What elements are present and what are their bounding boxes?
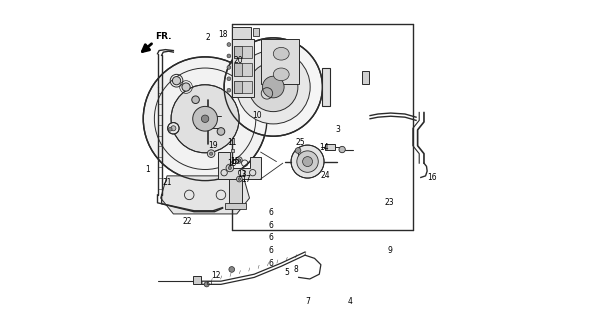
Bar — [233, 63, 252, 76]
Bar — [233, 46, 242, 59]
Bar — [231, 149, 234, 152]
Circle shape — [224, 38, 323, 136]
Bar — [233, 81, 252, 93]
Circle shape — [249, 62, 298, 112]
Circle shape — [236, 176, 242, 182]
Circle shape — [168, 123, 179, 134]
Bar — [232, 39, 254, 97]
Text: 11: 11 — [228, 138, 237, 147]
Text: 6: 6 — [268, 233, 274, 242]
Circle shape — [227, 77, 231, 81]
Circle shape — [339, 146, 345, 153]
Ellipse shape — [273, 68, 289, 81]
Circle shape — [295, 148, 301, 153]
Circle shape — [173, 76, 181, 85]
Circle shape — [291, 145, 324, 178]
Circle shape — [191, 96, 199, 104]
Text: 14: 14 — [319, 143, 329, 152]
Text: 20: 20 — [233, 56, 243, 65]
Polygon shape — [217, 152, 261, 179]
Bar — [225, 204, 246, 209]
Text: 19: 19 — [208, 141, 218, 150]
Bar — [233, 46, 252, 59]
Circle shape — [217, 128, 225, 135]
Text: 16: 16 — [427, 173, 437, 182]
Bar — [233, 81, 242, 93]
Bar — [238, 159, 241, 161]
Text: 6: 6 — [268, 259, 274, 268]
Circle shape — [227, 43, 231, 46]
Circle shape — [303, 156, 313, 166]
Text: 2: 2 — [205, 33, 210, 42]
Text: 7: 7 — [305, 297, 310, 306]
Text: 8: 8 — [294, 265, 298, 274]
Bar — [325, 143, 335, 150]
Circle shape — [236, 50, 310, 124]
Bar — [229, 179, 242, 204]
Circle shape — [238, 159, 241, 161]
Circle shape — [202, 115, 209, 123]
Text: 23: 23 — [384, 198, 394, 207]
Polygon shape — [161, 176, 249, 214]
Ellipse shape — [273, 47, 289, 60]
Text: 10: 10 — [253, 111, 262, 120]
Circle shape — [193, 106, 217, 131]
Text: 19: 19 — [228, 159, 237, 168]
Circle shape — [229, 267, 235, 272]
Circle shape — [297, 151, 319, 172]
Text: 6: 6 — [268, 246, 274, 255]
Bar — [362, 71, 369, 84]
Circle shape — [171, 126, 176, 131]
Text: 13: 13 — [237, 170, 246, 179]
Bar — [323, 68, 330, 106]
Circle shape — [207, 150, 215, 157]
Text: 6: 6 — [268, 220, 274, 229]
Circle shape — [226, 164, 233, 172]
Text: 9: 9 — [388, 246, 392, 255]
Text: 4: 4 — [348, 297, 353, 306]
Bar — [233, 63, 242, 76]
Circle shape — [143, 57, 267, 180]
Circle shape — [262, 76, 284, 98]
Bar — [232, 27, 251, 39]
Text: 1: 1 — [145, 165, 150, 174]
Text: 24: 24 — [321, 172, 330, 180]
Text: 21: 21 — [163, 178, 172, 187]
Circle shape — [227, 54, 231, 58]
Text: 3: 3 — [335, 125, 340, 134]
Circle shape — [227, 88, 231, 92]
Circle shape — [238, 178, 241, 180]
Circle shape — [182, 83, 190, 91]
Circle shape — [171, 85, 239, 153]
Text: 5: 5 — [284, 268, 289, 277]
Circle shape — [168, 127, 172, 131]
Text: 22: 22 — [183, 217, 193, 226]
Bar — [253, 28, 259, 36]
Text: 25: 25 — [296, 138, 305, 147]
Text: 18: 18 — [217, 30, 228, 39]
Text: 12: 12 — [212, 271, 221, 280]
Text: FR.: FR. — [155, 32, 171, 41]
Circle shape — [204, 282, 209, 287]
Bar — [207, 281, 211, 284]
Text: 15: 15 — [230, 157, 240, 166]
Circle shape — [228, 166, 232, 170]
Text: 6: 6 — [268, 208, 274, 217]
Circle shape — [227, 66, 231, 69]
Bar — [193, 276, 202, 284]
Text: 17: 17 — [242, 174, 251, 184]
Circle shape — [236, 157, 242, 163]
Bar — [261, 39, 298, 84]
Circle shape — [210, 152, 213, 155]
